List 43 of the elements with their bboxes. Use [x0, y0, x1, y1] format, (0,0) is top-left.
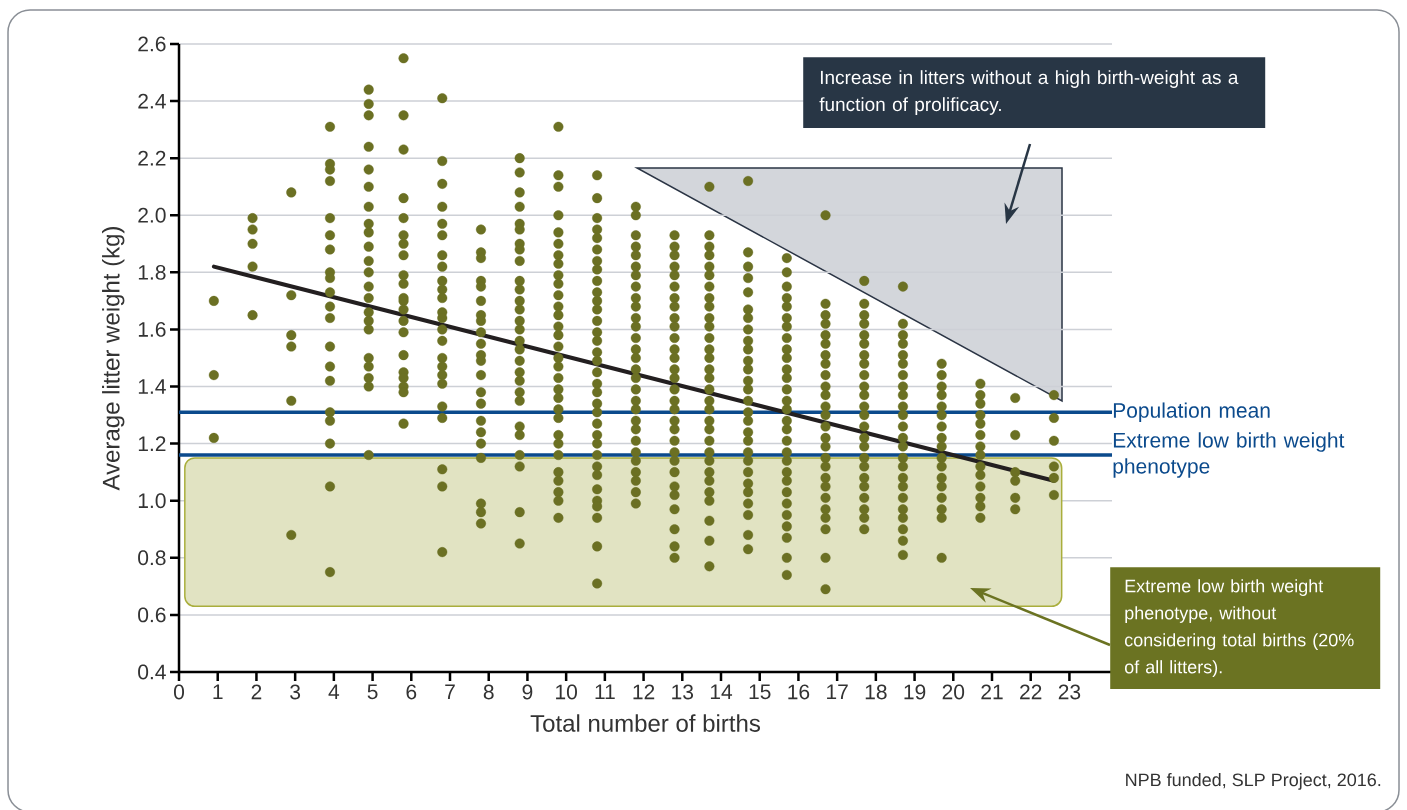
ref-line-label: Extreme low birth weight phenotype	[1113, 432, 1345, 478]
y-tick-label: 2.4	[138, 93, 166, 109]
x-tick-label: 15	[749, 684, 771, 700]
y-tick-label: 0.6	[138, 607, 166, 623]
x-tick-label: 12	[633, 684, 655, 700]
x-tick-label: 23	[1058, 684, 1081, 700]
x-axis-title: Total number of births	[530, 714, 760, 732]
y-tick-label: 1.0	[138, 493, 166, 509]
x-tick-label: 22	[1020, 684, 1042, 700]
y-tick-label: 0.4	[138, 664, 166, 680]
x-tick-label: 11	[595, 684, 615, 699]
y-tick-label: 2.6	[138, 36, 166, 52]
x-tick-label: 16	[788, 684, 810, 700]
x-tick-label: 8	[483, 684, 494, 700]
x-tick-label: 7	[445, 684, 455, 699]
ref-line-label: Population mean	[1113, 402, 1270, 423]
annotation: Increase in litters without a high birth-weight as a function of prolificacy.	[819, 70, 1239, 115]
x-tick-label: 5	[367, 684, 378, 700]
x-tick-label: 2	[251, 684, 262, 700]
x-tick-label: 6	[406, 684, 417, 700]
x-tick-label: 9	[522, 684, 533, 700]
x-tick-label: 21	[981, 684, 1003, 700]
x-tick-label: 19	[904, 684, 926, 700]
y-tick-label: 0.8	[138, 550, 166, 566]
x-tick-label: 17	[827, 684, 848, 699]
y-tick-label: 1.6	[138, 322, 166, 337]
y-tick-label: 1.4	[138, 379, 166, 394]
x-tick-label: 1	[213, 684, 223, 699]
x-tick-label: 14	[710, 684, 733, 699]
y-tick-label: 2.2	[138, 150, 166, 166]
text: Extreme low birth weight phenotype, without considering total births (20% of all litters).	[1124, 579, 1354, 677]
y-tick-label: 1.2	[138, 436, 166, 451]
x-tick-label: 3	[290, 684, 301, 700]
text: NPB funded, SLP Project, 2016.	[1126, 773, 1381, 790]
x-tick-label: 18	[865, 684, 887, 700]
x-tick-label: 0	[173, 684, 185, 700]
y-axis-title: Average litter weight (kg)	[102, 227, 125, 491]
y-tick-label: 1.8	[138, 264, 166, 280]
x-tick-label: 4	[328, 684, 340, 699]
y-tick-label: 2.0	[138, 207, 166, 223]
x-tick-label: 10	[556, 684, 577, 700]
x-tick-label: 13	[672, 684, 694, 700]
x-tick-label: 20	[942, 684, 965, 700]
